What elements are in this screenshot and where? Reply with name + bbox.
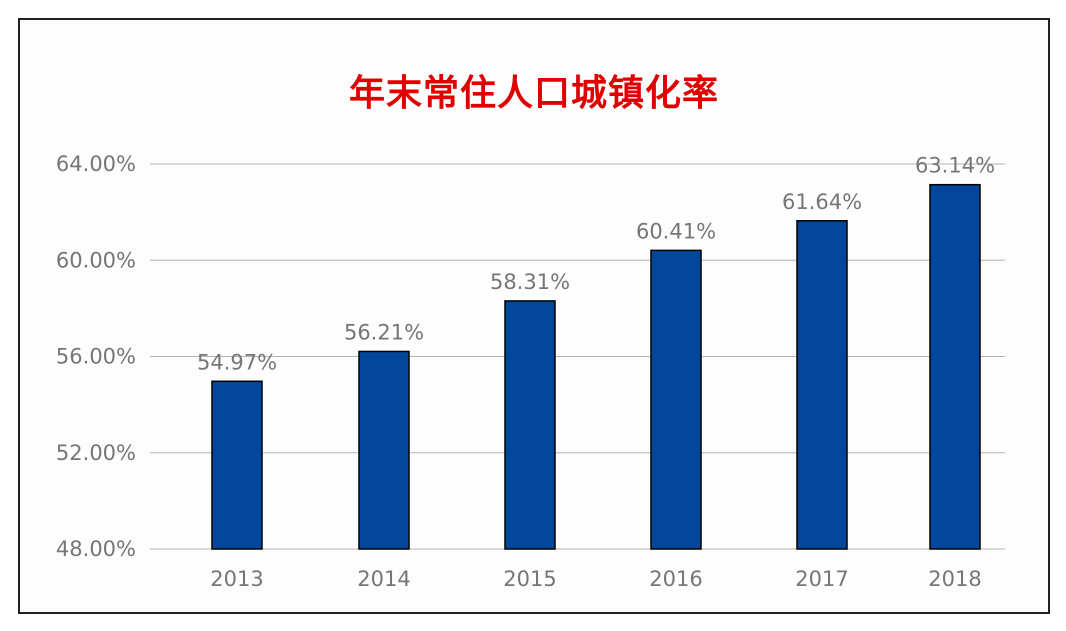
bar [929, 183, 981, 550]
x-tick-label: 2017 [795, 567, 848, 591]
y-tick-label: 60.00% [56, 248, 136, 272]
x-tick-label: 2013 [210, 567, 263, 591]
x-tick-label: 2015 [503, 567, 556, 591]
bar [796, 220, 848, 550]
bar [504, 300, 556, 550]
chart-title: 年末常住人口城镇化率 [348, 73, 719, 114]
data-label: 54.97% [197, 350, 277, 374]
y-tick-label: 64.00% [56, 152, 136, 176]
y-tick-label: 52.00% [56, 441, 136, 465]
data-label: 63.14% [915, 154, 995, 178]
grid-layer [150, 163, 1005, 550]
bar [358, 350, 410, 550]
x-tick-label: 2018 [928, 567, 981, 591]
bar-layer [211, 183, 981, 550]
x-tick-label: 2014 [357, 567, 410, 591]
label-layer: 48.00% 52.00% 56.00% 60.00% 64.00% 54.97% 2013… [56, 152, 995, 591]
data-label: 58.31% [490, 270, 570, 294]
data-label: 60.41% [636, 219, 716, 243]
y-tick-label: 56.00% [56, 345, 136, 369]
bar [211, 380, 263, 550]
bar [650, 249, 702, 550]
data-label: 61.64% [782, 190, 862, 214]
x-tick-label: 2016 [649, 567, 702, 591]
y-tick-label: 48.00% [56, 537, 136, 561]
data-label: 56.21% [344, 320, 424, 344]
